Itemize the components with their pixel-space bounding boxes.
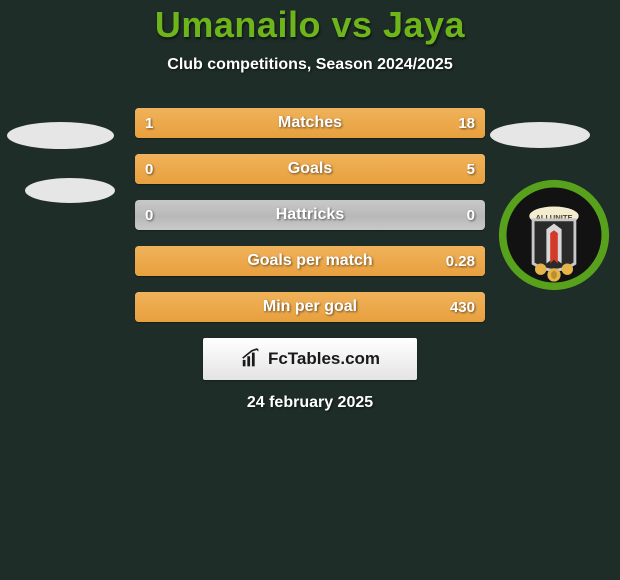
- stat-label: Matches: [135, 108, 485, 138]
- player1-avatar-placeholder: [7, 122, 114, 149]
- stat-bar-hattricks: 0 Hattricks 0: [135, 200, 485, 230]
- stat-value-right: 5: [467, 154, 475, 184]
- stat-value-right: 18: [458, 108, 475, 138]
- stat-value-right: 430: [450, 292, 475, 322]
- bar-chart-icon: [240, 348, 262, 370]
- stat-bar-mpg: Min per goal 430: [135, 292, 485, 322]
- stat-bar-gpm: Goals per match 0.28: [135, 246, 485, 276]
- page-subtitle: Club competitions, Season 2024/2025: [0, 56, 620, 74]
- player1-avatar-placeholder-2: [25, 178, 115, 203]
- stat-bar-goals: 0 Goals 5: [135, 154, 485, 184]
- player2-avatar-placeholder: [490, 122, 590, 148]
- stat-label: Min per goal: [135, 292, 485, 322]
- page-title: Umanailo vs Jaya: [0, 4, 620, 46]
- stat-bar-matches: 1 Matches 18: [135, 108, 485, 138]
- stat-label: Goals per match: [135, 246, 485, 276]
- footer-date: 24 february 2025: [0, 394, 620, 412]
- stat-label: Hattricks: [135, 200, 485, 230]
- banner-text: FcTables.com: [268, 349, 380, 369]
- stat-value-right: 0: [467, 200, 475, 230]
- stat-value-right: 0.28: [446, 246, 475, 276]
- stats-bars: 1 Matches 18 0 Goals 5 0 Hattricks 0 Goa…: [135, 108, 485, 322]
- fctables-banner-link[interactable]: FcTables.com: [203, 338, 417, 380]
- club-badge-icon: ALI UNITE: [497, 178, 611, 292]
- stat-label: Goals: [135, 154, 485, 184]
